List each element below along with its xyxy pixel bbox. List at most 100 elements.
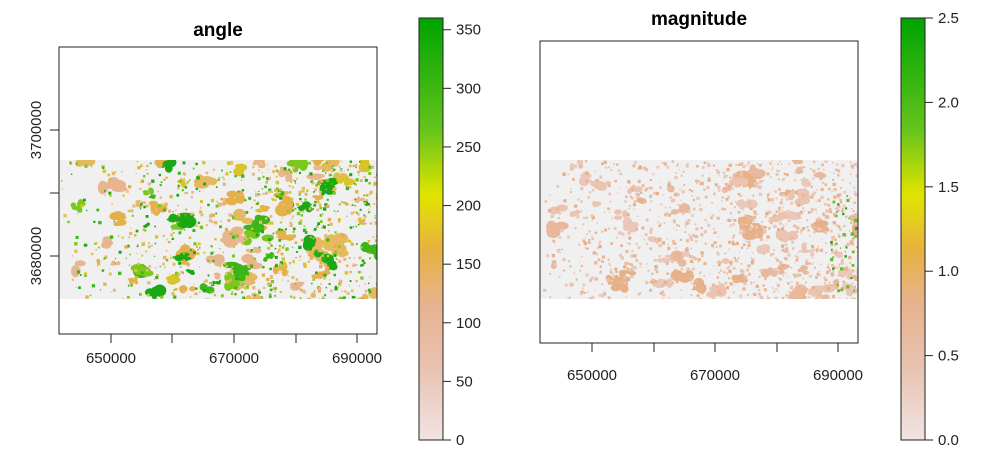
raster-speck	[304, 292, 306, 295]
raster-speck	[140, 271, 144, 275]
raster-speck	[765, 212, 769, 216]
raster-speck	[739, 251, 741, 253]
raster-speck	[819, 176, 823, 181]
raster-speck	[268, 238, 271, 242]
raster-speck	[713, 192, 716, 196]
raster-speck	[350, 242, 354, 246]
raster-speck	[361, 259, 365, 263]
raster-speck	[759, 194, 762, 196]
raster-speck	[613, 227, 617, 230]
raster-speck	[733, 284, 736, 286]
raster-speck	[242, 213, 246, 217]
raster-speck	[205, 284, 208, 288]
raster-speck	[370, 165, 374, 169]
raster-speck	[367, 166, 370, 169]
raster-speck	[118, 250, 122, 254]
raster-speck	[735, 164, 738, 166]
raster-speck	[374, 182, 377, 186]
raster-speck	[559, 236, 561, 239]
raster-speck	[828, 269, 831, 272]
raster-patch	[205, 286, 215, 294]
raster-speck	[740, 298, 743, 299]
raster-speck	[297, 206, 299, 209]
raster-speck	[601, 283, 603, 286]
raster-speck	[687, 218, 691, 222]
raster-speck	[812, 248, 815, 252]
raster-speck	[659, 261, 662, 263]
raster-speck	[667, 246, 671, 250]
raster-speck	[773, 224, 777, 229]
raster-speck	[801, 295, 803, 298]
raster-speck	[179, 265, 182, 268]
raster-patch	[800, 249, 810, 254]
raster-speck	[747, 161, 750, 164]
raster-speck	[216, 200, 218, 203]
raster-patch	[290, 284, 297, 291]
raster-speck	[293, 180, 297, 183]
raster-speck	[200, 215, 202, 217]
raster-speck	[551, 253, 556, 258]
raster-speck	[124, 217, 126, 219]
raster-speck	[773, 213, 777, 217]
raster-speck	[177, 213, 181, 217]
raster-speck	[687, 163, 689, 165]
raster-speck	[797, 168, 799, 170]
raster-patch	[225, 197, 238, 206]
raster-speck	[675, 229, 678, 231]
raster-speck	[288, 261, 292, 265]
raster-speck	[364, 289, 368, 293]
raster-speck	[654, 265, 658, 269]
raster-speck	[320, 180, 324, 183]
raster-speck	[355, 243, 358, 245]
raster-speck	[215, 204, 219, 208]
angle-x-tick-label: 670000	[209, 350, 259, 367]
raster-patch	[722, 258, 730, 265]
raster-speck	[183, 252, 185, 255]
raster-speck	[274, 189, 276, 191]
raster-speck	[785, 244, 788, 247]
raster-speck	[252, 166, 255, 169]
raster-speck	[220, 197, 224, 201]
raster-speck	[821, 181, 825, 184]
raster-speck	[778, 206, 781, 210]
angle-legend-colorbar	[418, 17, 444, 441]
raster-speck	[687, 210, 691, 214]
raster-speck	[326, 198, 329, 201]
raster-speck	[148, 242, 150, 245]
raster-speck	[103, 269, 105, 271]
raster-speck	[739, 175, 744, 179]
raster-speck	[154, 298, 158, 299]
raster-speck	[284, 228, 287, 231]
raster-speck	[205, 298, 208, 299]
raster-speck	[118, 271, 122, 275]
raster-speck	[365, 193, 369, 197]
raster-speck	[789, 296, 793, 299]
raster-speck	[854, 223, 858, 226]
raster-speck	[818, 285, 822, 289]
raster-speck	[345, 186, 350, 191]
raster-speck	[856, 268, 858, 271]
raster-speck	[771, 287, 774, 290]
raster-patch	[735, 241, 739, 246]
raster-speck	[845, 246, 848, 249]
raster-patch	[282, 261, 287, 265]
raster-speck	[310, 180, 314, 184]
raster-speck	[317, 248, 321, 253]
raster-speck	[127, 284, 130, 287]
raster-speck	[591, 216, 595, 220]
raster-speck	[663, 297, 665, 299]
raster-patch	[199, 177, 213, 184]
raster-speck	[291, 276, 295, 279]
raster-speck	[288, 185, 291, 188]
raster-speck	[661, 284, 665, 287]
raster-speck	[141, 201, 144, 204]
raster-speck	[832, 200, 836, 204]
raster-speck	[552, 239, 556, 243]
raster-speck	[620, 244, 623, 248]
raster-speck	[235, 277, 239, 281]
raster-speck	[633, 254, 637, 258]
raster-speck	[322, 163, 325, 166]
raster-speck	[677, 203, 680, 207]
raster-speck	[247, 238, 249, 240]
raster-speck	[554, 241, 556, 244]
